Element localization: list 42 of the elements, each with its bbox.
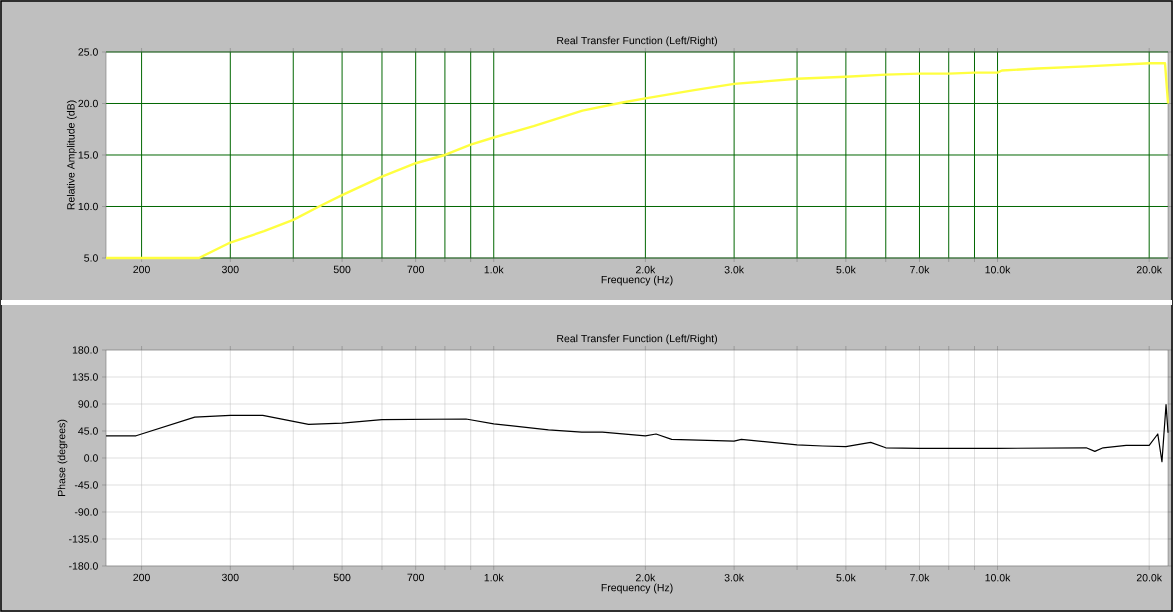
y-tick-label: 5.0 xyxy=(84,254,98,262)
x-tick-label: 700 xyxy=(407,573,425,582)
x-tick-label: 20.0k xyxy=(1136,265,1163,274)
y-tick-label: 20.0 xyxy=(78,99,98,108)
chart-title: Real Transfer Function (Left/Right) xyxy=(557,334,717,345)
x-axis-title: Frequency (Hz) xyxy=(601,275,673,286)
x-tick-label: 500 xyxy=(333,265,351,274)
x-tick-label: 3.0k xyxy=(724,573,745,582)
x-tick-label: 500 xyxy=(333,573,351,582)
x-tick-label: 5.0k xyxy=(836,573,856,582)
y-tick-label: 180.0 xyxy=(72,346,98,354)
x-tick-label: 700 xyxy=(407,265,425,274)
x-tick-label: 2.0k xyxy=(635,265,656,274)
y-tick-label: 45.0 xyxy=(78,427,98,435)
x-tick-label: 10.0k xyxy=(985,573,1011,582)
chart-title: Real Transfer Function (Left/Right) xyxy=(557,36,717,47)
y-tick-label: -180.0 xyxy=(69,562,98,570)
x-tick-label: 7.0k xyxy=(910,265,930,274)
y-tick-label: 135.0 xyxy=(72,373,98,381)
x-axis-title: Frequency (Hz) xyxy=(601,583,673,594)
x-tick-label: 2.0k xyxy=(636,573,656,582)
y-tick-label: 90.0 xyxy=(78,400,98,408)
y-axis-title: Relative Amplitude (dB) xyxy=(66,100,77,210)
y-tick-label: 15.0 xyxy=(78,151,98,159)
x-tick-label: 300 xyxy=(221,265,239,274)
y-tick-label: -90.0 xyxy=(74,508,98,516)
y-tick-label: 10.0 xyxy=(78,202,98,211)
x-tick-label: 3.0k xyxy=(724,265,745,274)
y-tick-label: 0.0 xyxy=(84,454,98,462)
y-tick-label: -135.0 xyxy=(69,535,98,543)
x-tick-label: 10.0k xyxy=(985,265,1011,274)
x-tick-label: 1.0k xyxy=(484,265,504,274)
x-tick-label: 20.0k xyxy=(1136,573,1163,582)
x-tick-label: 5.0k xyxy=(836,265,856,274)
x-tick-label: 1.0k xyxy=(484,573,504,582)
y-tick-label: 25.0 xyxy=(78,48,98,56)
x-tick-label: 300 xyxy=(221,573,239,582)
y-axis-title: Phase (degrees) xyxy=(57,419,68,496)
x-tick-label: 200 xyxy=(133,265,150,274)
y-tick-label: -45.0 xyxy=(74,481,98,489)
x-tick-label: 7.0k xyxy=(910,573,930,582)
x-tick-label: 200 xyxy=(133,573,150,582)
